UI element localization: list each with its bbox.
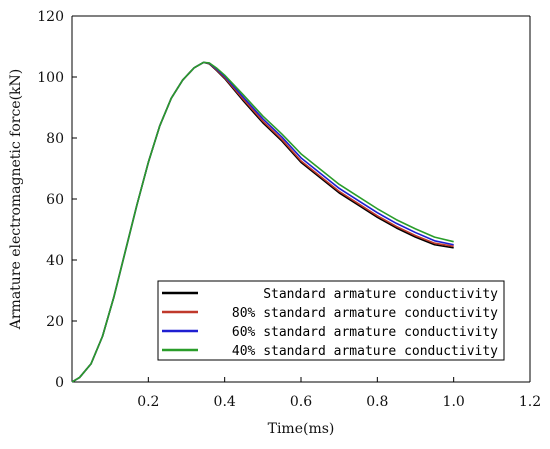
series-line-4 <box>71 61 454 383</box>
axes: 0 20 40 60 80 100 120 0.2 0.4 0.6 0.8 1.0 1.2 <box>37 9 541 410</box>
y-tick-label: 60 <box>46 192 64 208</box>
y-tick-label: 100 <box>37 70 64 86</box>
x-tick-label: 0.4 <box>214 394 236 410</box>
legend-label-1: Standard armature conductivity <box>263 287 498 302</box>
series-lines <box>71 61 454 383</box>
x-tick-label: 1.2 <box>519 394 541 410</box>
y-tick-label: 20 <box>46 314 64 330</box>
x-tick-label: 0.2 <box>137 394 159 410</box>
x-tick-label: 0.6 <box>290 394 312 410</box>
x-tick-label: 0.8 <box>366 394 388 410</box>
y-axis-title: Armature electromagnetic force(kN) <box>8 69 24 331</box>
y-tick-label: 0 <box>55 375 64 391</box>
y-tick-label: 80 <box>46 131 64 147</box>
x-tick-label: 1.0 <box>443 394 465 410</box>
y-tick-label: 40 <box>46 253 64 269</box>
legend-label-3: 60% standard armature conductivity <box>232 325 498 340</box>
x-axis-title: Time(ms) <box>268 421 335 437</box>
y-tick-label: 120 <box>37 9 64 25</box>
legend: Standard armature conductivity 80% standa… <box>157 280 505 361</box>
legend-label-4: 40% standard armature conductivity <box>232 344 498 359</box>
legend-label-2: 80% standard armature conductivity <box>232 306 498 321</box>
legend-box <box>157 280 505 361</box>
